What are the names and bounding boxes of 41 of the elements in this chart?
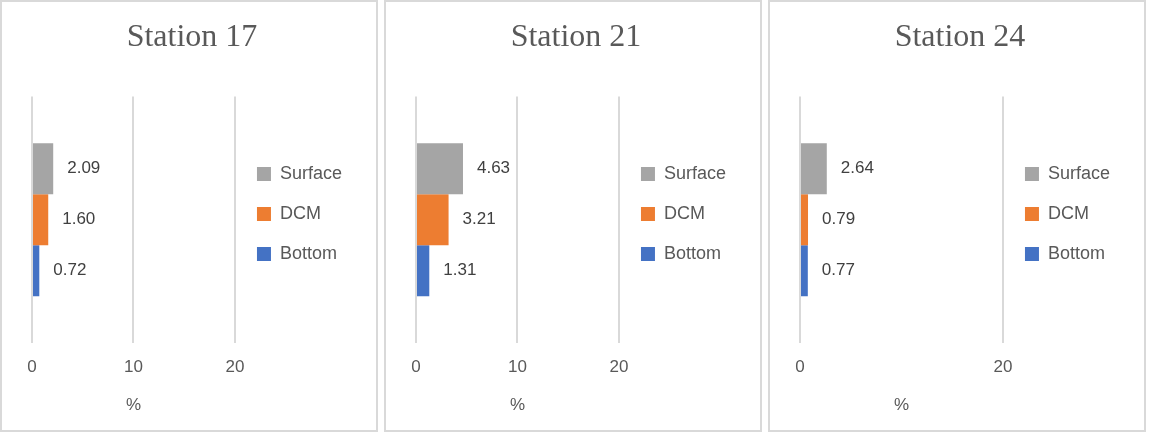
x-tick-label: 20	[609, 357, 629, 377]
bar	[801, 143, 827, 195]
data-label: 0.72	[53, 260, 87, 280]
x-tick-label: 20	[993, 357, 1013, 377]
legend-label: Surface	[279, 162, 343, 183]
bar	[801, 245, 808, 297]
data-label: 1.31	[443, 260, 477, 280]
data-label: 2.64	[840, 158, 874, 178]
bar	[33, 245, 40, 297]
bar	[417, 245, 430, 297]
chart-title: Station 21	[510, 16, 642, 53]
x-axis-title: %	[509, 395, 526, 415]
data-label: 0.77	[821, 260, 855, 280]
bar	[33, 194, 49, 246]
x-tick-label: 0	[411, 357, 421, 377]
data-label: 0.79	[822, 209, 856, 229]
data-label: 3.21	[462, 209, 496, 229]
bar	[417, 143, 463, 195]
legend-label: Bottom	[279, 242, 337, 263]
x-tick-label: 10	[124, 357, 143, 377]
x-axis-title: %	[125, 395, 142, 415]
legend-label: DCM	[663, 202, 705, 223]
x-axis-title: %	[893, 395, 910, 415]
legend-label: Surface	[1047, 162, 1111, 183]
chart-title: Station 17	[126, 16, 258, 53]
legend-label: DCM	[279, 202, 321, 223]
legend-label: Surface	[663, 162, 727, 183]
bar	[801, 194, 809, 246]
data-label: 2.09	[67, 158, 101, 178]
data-label: 1.60	[62, 209, 96, 229]
x-tick-label: 0	[27, 357, 37, 377]
bar	[33, 143, 54, 195]
legend-label: Bottom	[663, 242, 721, 263]
x-tick-label: 0	[795, 357, 805, 377]
legend-label: Bottom	[1047, 242, 1105, 263]
legend-label: DCM	[1047, 202, 1089, 223]
x-tick-label: 10	[508, 357, 527, 377]
bar	[417, 194, 449, 246]
chart-title: Station 24	[894, 16, 1026, 53]
data-label: 4.63	[476, 158, 511, 178]
x-tick-label: 20	[225, 357, 245, 377]
